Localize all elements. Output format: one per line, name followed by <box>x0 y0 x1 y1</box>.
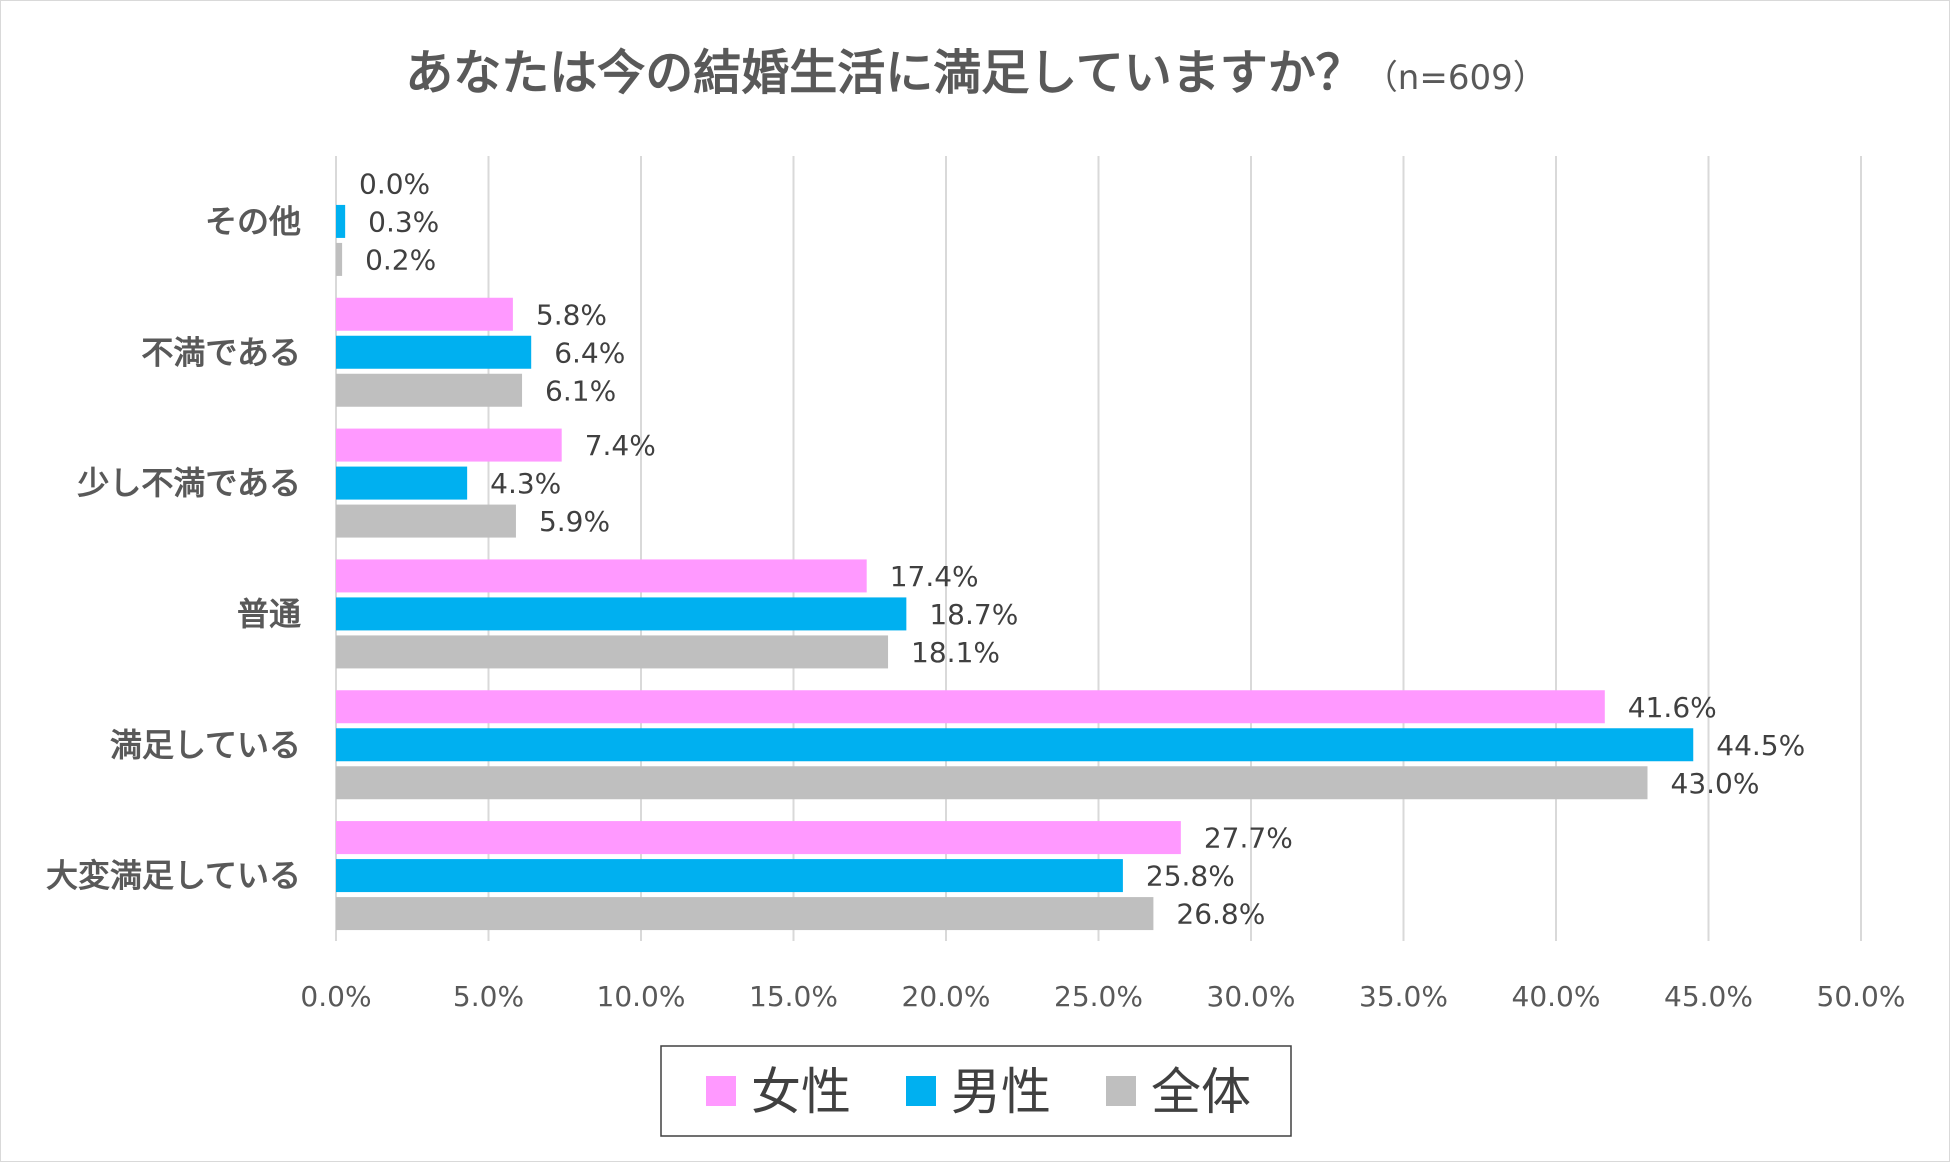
chart-title: あなたは今の結婚生活に満足していますか？（n=609） <box>405 45 1547 101</box>
legend-label: 全体 <box>1151 1063 1251 1121</box>
bar-男性 <box>336 466 468 500</box>
data-label: 26.8% <box>1176 898 1265 931</box>
data-label: 18.1% <box>911 636 1000 669</box>
data-label: 6.4% <box>554 336 625 369</box>
legend: 女性 男性 全体 <box>660 1045 1292 1137</box>
data-label: 25.8% <box>1146 860 1235 893</box>
bar-全体 <box>336 635 889 669</box>
grid-layer <box>335 156 1862 941</box>
legend-box <box>660 1045 1292 1137</box>
category-label: 満足している <box>110 726 301 764</box>
category-label: 不満である <box>141 333 301 371</box>
category-label: 普通 <box>237 595 301 633</box>
bar-全体 <box>336 897 1154 931</box>
category-label: 大変満足している <box>46 857 301 895</box>
data-label: 0.0% <box>359 167 430 200</box>
legend-swatch <box>906 1076 936 1106</box>
data-label: 41.6% <box>1628 691 1717 724</box>
chart-title-main: あなたは今の結婚生活に満足していますか？ <box>405 45 1364 101</box>
legend-swatch <box>1106 1076 1136 1106</box>
x-tick-label: 5.0% <box>453 980 524 1013</box>
x-tick-label: 45.0% <box>1664 980 1753 1013</box>
x-tick-label: 40.0% <box>1512 980 1601 1013</box>
bar-男性 <box>336 859 1123 893</box>
x-tick-label: 25.0% <box>1054 980 1143 1013</box>
data-label: 7.4% <box>585 429 656 462</box>
x-tick-label: 20.0% <box>902 980 991 1013</box>
bar-女性 <box>336 297 513 331</box>
data-label: 18.7% <box>929 598 1018 631</box>
data-label: 43.0% <box>1671 767 1760 800</box>
x-tick-label: 30.0% <box>1207 980 1296 1013</box>
bar-全体 <box>336 242 343 276</box>
category-label: 少し不満である <box>77 464 301 502</box>
data-label: 6.1% <box>545 374 616 407</box>
bars-layer: 0.0% 0.3% 0.2% 5.8% 6.4% 6.1% 7.4% 4.3% 5.9% 17.4… <box>336 167 1805 931</box>
data-label: 5.9% <box>539 505 610 538</box>
x-tick-label: 50.0% <box>1817 980 1906 1013</box>
x-tick-label: 15.0% <box>749 980 838 1013</box>
bar-女性 <box>336 559 867 593</box>
bar-女性 <box>336 690 1605 724</box>
legend-swatch <box>706 1076 736 1106</box>
legend-label: 女性 <box>751 1063 851 1121</box>
data-label: 4.3% <box>490 467 561 500</box>
chart-subtitle: （n=609） <box>1364 58 1547 98</box>
data-label: 0.2% <box>365 243 436 276</box>
bar-女性 <box>336 821 1181 855</box>
bar-男性 <box>336 204 346 238</box>
category-label: その他 <box>205 202 301 240</box>
data-label: 44.5% <box>1716 729 1805 762</box>
x-tick-label: 35.0% <box>1359 980 1448 1013</box>
data-label: 27.7% <box>1204 822 1293 855</box>
data-label: 5.8% <box>536 298 607 331</box>
legend-label: 男性 <box>951 1063 1051 1121</box>
x-axis-tick-labels: 0.0% 5.0% 10.0% 15.0% 20.0% 25.0% 30.0% 35.0% 40… <box>300 980 1905 1013</box>
x-tick-label: 0.0% <box>300 980 371 1013</box>
bar-男性 <box>336 728 1694 762</box>
bar-女性 <box>336 428 562 462</box>
bar-男性 <box>336 597 907 631</box>
bar-男性 <box>336 335 532 369</box>
bar-全体 <box>336 504 516 538</box>
data-label: 0.3% <box>368 205 439 238</box>
bar-全体 <box>336 373 523 407</box>
data-label: 17.4% <box>890 560 979 593</box>
bar-全体 <box>336 766 1648 800</box>
x-tick-label: 10.0% <box>597 980 686 1013</box>
